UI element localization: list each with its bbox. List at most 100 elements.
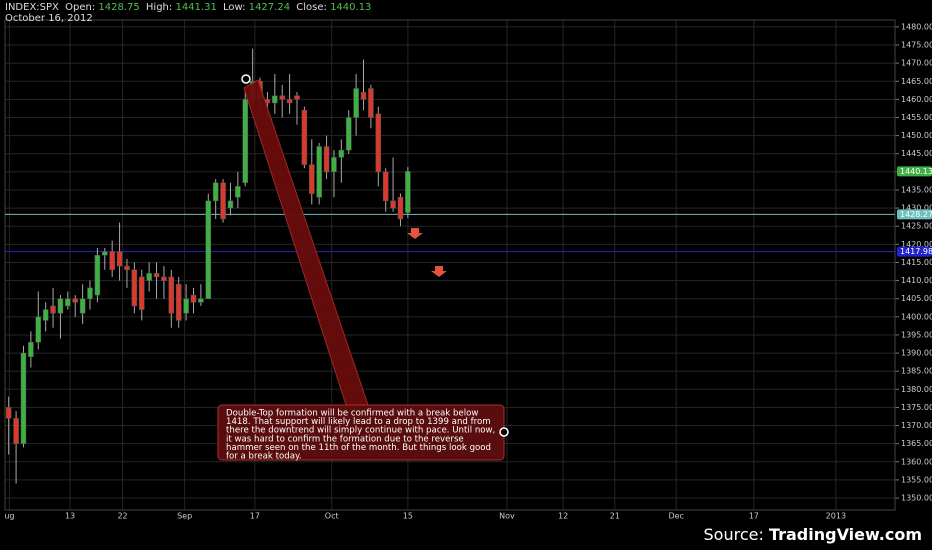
candle-body — [131, 269, 138, 307]
candle-body — [235, 186, 241, 198]
x-tick-label: 2013 — [826, 512, 846, 521]
candle-body — [316, 146, 322, 198]
candle-body — [50, 305, 56, 314]
annotation-line: there the downtrend will simply continue… — [226, 426, 495, 436]
y-tick-label: 1410.00 — [901, 276, 932, 285]
candle-body — [175, 283, 182, 321]
y-tick-label: 1420.00 — [901, 240, 932, 249]
x-tick-label: 12 — [558, 512, 568, 521]
down-arrow — [407, 228, 423, 239]
plot-frame — [4, 19, 896, 511]
y-tick-label: 1465.00 — [901, 77, 932, 86]
candle-body — [87, 287, 93, 299]
close-value: 1440.13 — [330, 2, 371, 13]
y-tick-label: 1475.00 — [901, 41, 932, 50]
candle-body — [102, 251, 108, 256]
y-tick-label: 1460.00 — [901, 95, 932, 104]
candle-body — [205, 200, 212, 299]
candle-body — [345, 117, 352, 151]
candle-body — [13, 418, 19, 444]
candle-body — [242, 99, 248, 183]
x-tick-label: Nov — [499, 512, 515, 521]
y-tick-label: 1480.00 — [901, 22, 932, 31]
callout-handle — [499, 427, 509, 437]
close-label: Close: — [296, 2, 327, 13]
candle-body — [28, 341, 34, 357]
last-price-tag — [897, 166, 932, 177]
candle-body — [390, 200, 396, 209]
y-tick-label: 1350.00 — [901, 494, 932, 503]
x-tick-label: Oct — [325, 512, 339, 521]
annotation-line: it was hard to confirm the formation due… — [226, 434, 464, 444]
price-tag — [897, 209, 932, 220]
y-tick-label: 1355.00 — [901, 475, 932, 484]
open-value: 1428.75 — [98, 2, 139, 13]
source-name: TradingView.com — [769, 525, 922, 544]
y-tick-label: 1425.00 — [901, 222, 932, 231]
y-tick-label: 1395.00 — [901, 330, 932, 339]
candle-body — [109, 251, 115, 270]
y-tick-label: 1450.00 — [901, 131, 932, 140]
y-tick-label: 1470.00 — [901, 59, 932, 68]
high-label: High: — [146, 2, 172, 13]
candle-body — [139, 276, 145, 310]
candle-body — [57, 298, 64, 314]
candle-body — [382, 171, 389, 202]
x-tick-label: 17 — [749, 512, 759, 521]
source-prefix: Source: — [704, 525, 764, 544]
y-tick-label: 1385.00 — [901, 367, 932, 376]
candle-body — [353, 88, 359, 118]
y-tick-label: 1445.00 — [901, 149, 932, 158]
date: October 16, 2012 — [5, 13, 93, 24]
y-tick-label: 1415.00 — [901, 258, 932, 267]
candle-body — [272, 95, 278, 104]
x-tick-label: 17 — [250, 512, 260, 521]
candle-body — [146, 273, 152, 281]
low-label: Low: — [223, 2, 246, 13]
candle-body — [338, 149, 345, 158]
candle-body — [153, 273, 160, 278]
candle-body — [190, 294, 197, 303]
candle-body — [183, 298, 189, 314]
x-tick-label: Dec — [668, 512, 683, 521]
x-tick-label: Sep — [177, 512, 192, 521]
candle-body — [279, 95, 285, 100]
candle-body — [198, 298, 204, 303]
source: Source: TradingView.com — [704, 525, 922, 544]
down-arrow — [431, 266, 447, 277]
y-tick-label: 1370.00 — [901, 421, 932, 430]
annotation-line: 1418. That support will likely lead to a… — [226, 417, 491, 427]
y-tick-label: 1360.00 — [901, 457, 932, 466]
last-price-label: 1440.13 — [900, 167, 932, 176]
y-tick-label: 1375.00 — [901, 403, 932, 412]
y-tick-label: 1455.00 — [901, 113, 932, 122]
price-tag-label: 1417.98 — [900, 247, 932, 256]
candle-body — [301, 109, 308, 165]
y-tick-label: 1435.00 — [901, 185, 932, 194]
candle-body — [72, 298, 78, 303]
price-tag — [897, 246, 932, 257]
open-label: Open: — [65, 2, 95, 13]
candle-body — [397, 196, 404, 220]
high-value: 1441.31 — [175, 2, 216, 13]
candle-body — [116, 251, 123, 267]
candle-body — [405, 171, 411, 213]
candle-body — [35, 316, 42, 343]
candle-body — [5, 407, 12, 419]
candle-body — [331, 157, 337, 173]
candle-body — [286, 99, 293, 104]
price-tag-label: 1428.27 — [900, 210, 932, 219]
y-tick-label: 1380.00 — [901, 385, 932, 394]
x-tick-label: 21 — [610, 512, 620, 521]
candle-body — [161, 276, 167, 281]
callout-anchor — [241, 74, 251, 84]
x-tick-label: 15 — [403, 512, 413, 521]
y-tick-label: 1400.00 — [901, 312, 932, 321]
x-tick-label: 13 — [65, 512, 75, 521]
y-tick-label: 1390.00 — [901, 349, 932, 358]
candle-body — [220, 182, 226, 220]
candle-body — [360, 91, 367, 100]
symbol: INDEX:SPX — [5, 2, 59, 13]
